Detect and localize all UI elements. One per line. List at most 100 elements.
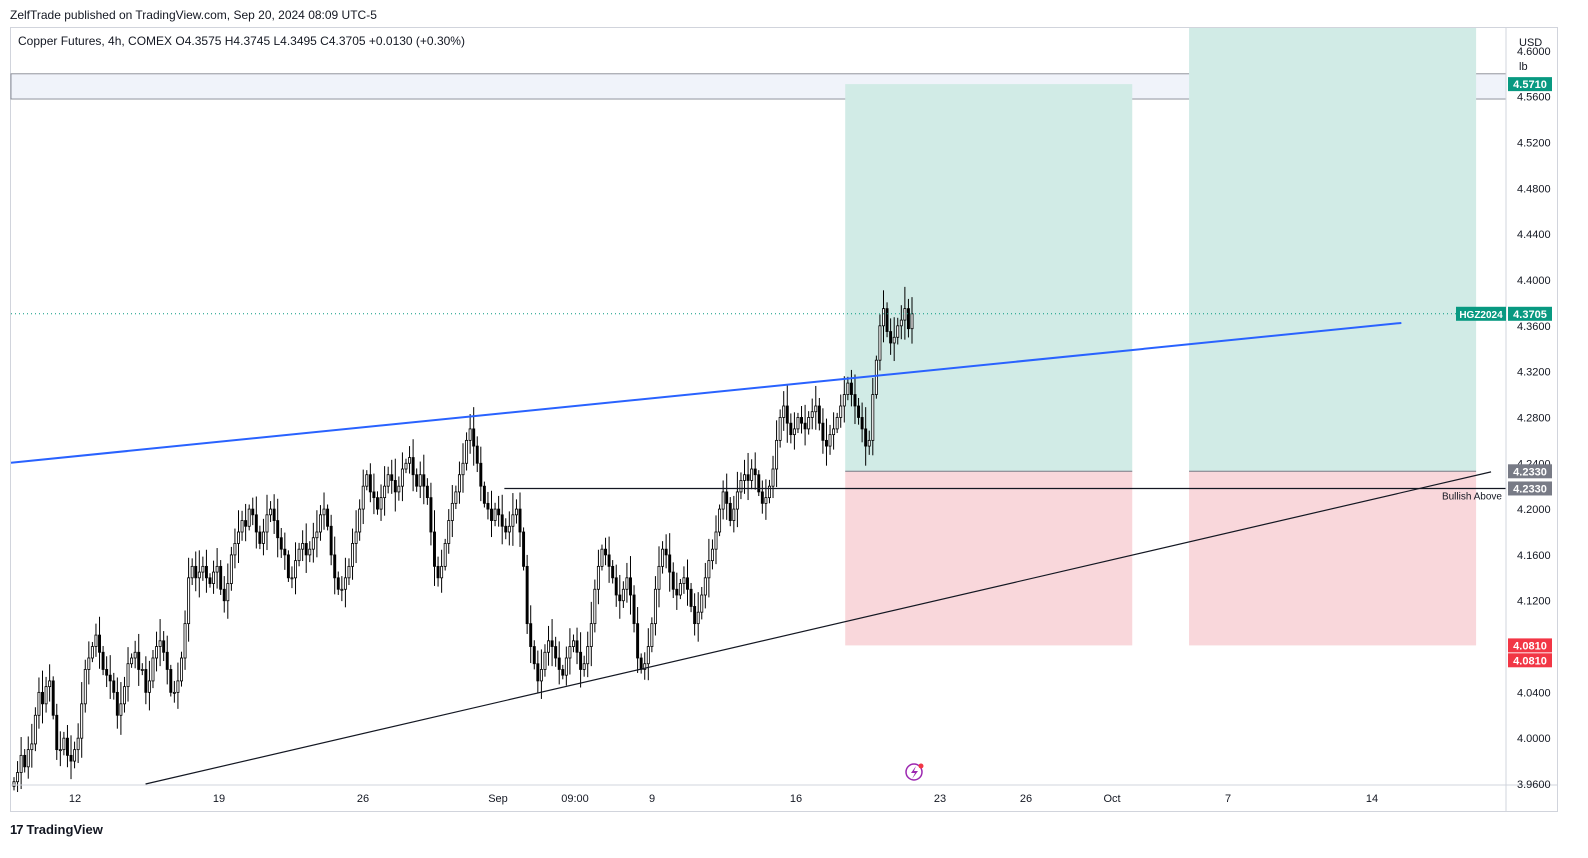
x-tick-label: 16 bbox=[790, 793, 802, 805]
candle bbox=[457, 461, 461, 504]
y-tick-label: 4.2800 bbox=[1517, 412, 1551, 424]
candle-body bbox=[728, 502, 732, 521]
price-level-badge[interactable]: 4.0810 bbox=[1508, 638, 1552, 653]
candle bbox=[151, 649, 155, 689]
candle bbox=[450, 485, 454, 538]
candle bbox=[885, 302, 889, 338]
candle bbox=[554, 636, 558, 667]
candle-body bbox=[58, 749, 62, 752]
candle bbox=[233, 528, 237, 569]
candle-body bbox=[554, 646, 558, 659]
candle bbox=[543, 644, 547, 677]
candle-body bbox=[490, 508, 493, 521]
candle-body bbox=[194, 565, 198, 579]
candle-body bbox=[279, 537, 283, 550]
candle bbox=[760, 480, 764, 514]
candle bbox=[579, 632, 583, 688]
candle bbox=[882, 290, 885, 343]
candle-body bbox=[215, 565, 219, 573]
candle bbox=[511, 493, 515, 546]
candle-body bbox=[743, 474, 746, 481]
candle bbox=[735, 471, 739, 528]
tradingview-logo[interactable]: 17 TradingView bbox=[10, 822, 103, 837]
candle-body bbox=[725, 491, 729, 504]
candle bbox=[529, 605, 533, 664]
candle bbox=[650, 617, 654, 653]
candle-body bbox=[532, 646, 536, 665]
candle bbox=[539, 649, 543, 699]
candle bbox=[294, 542, 297, 595]
candle bbox=[326, 504, 330, 531]
x-tick-label: 14 bbox=[1366, 793, 1378, 805]
candle bbox=[557, 641, 561, 685]
candle-body bbox=[183, 623, 187, 659]
candle-body bbox=[906, 308, 910, 330]
candle-body bbox=[778, 417, 782, 441]
tradingview-mark-icon: 17 bbox=[10, 822, 24, 837]
candle-body bbox=[130, 657, 134, 665]
candle bbox=[846, 376, 850, 401]
candle bbox=[269, 501, 273, 523]
price-level-badge[interactable]: 4.2330 bbox=[1508, 464, 1552, 479]
candle-body bbox=[846, 382, 850, 395]
candle-body bbox=[105, 669, 109, 676]
candle-body bbox=[219, 565, 223, 590]
candle-body bbox=[415, 474, 419, 487]
candle-body bbox=[108, 674, 112, 682]
candle bbox=[896, 317, 900, 345]
lightning-icon[interactable] bbox=[905, 763, 924, 781]
long-position-2-stop-zone[interactable] bbox=[1189, 471, 1477, 646]
candle bbox=[839, 394, 843, 428]
last-price-badge[interactable]: HGZ2024 4.3705 bbox=[1456, 306, 1552, 321]
weight-unit-label[interactable]: lb bbox=[1519, 61, 1528, 73]
candle-body bbox=[835, 417, 839, 430]
candle bbox=[226, 563, 230, 619]
candle bbox=[155, 631, 159, 672]
candle-body bbox=[308, 548, 312, 556]
candle bbox=[16, 761, 20, 793]
x-tick-label: 26 bbox=[1020, 793, 1032, 805]
price-level-badge-bg bbox=[1508, 638, 1552, 653]
candle bbox=[832, 412, 836, 450]
price-level-badge-bg bbox=[1508, 481, 1552, 496]
long-position-1-target-zone[interactable] bbox=[845, 84, 1133, 472]
candle bbox=[703, 562, 707, 609]
candle-body bbox=[671, 571, 675, 590]
candle bbox=[229, 546, 233, 591]
candle bbox=[240, 510, 244, 541]
long-position-2-target-zone[interactable] bbox=[1189, 28, 1477, 472]
candle-body bbox=[397, 485, 401, 493]
price-level-badge[interactable]: 4.2330 bbox=[1508, 481, 1552, 496]
unit-selector[interactable]: USD lb bbox=[1515, 34, 1542, 82]
currency-label[interactable]: USD bbox=[1519, 37, 1543, 49]
candle-body bbox=[30, 743, 34, 751]
candle-body bbox=[361, 485, 365, 510]
candle-body bbox=[65, 737, 69, 756]
candle-body bbox=[55, 714, 59, 751]
candle-body bbox=[158, 640, 162, 647]
candle bbox=[571, 634, 575, 653]
x-tick-label: 12 bbox=[69, 793, 81, 805]
long-position-1-stop-zone[interactable] bbox=[845, 471, 1133, 646]
candle bbox=[792, 412, 796, 450]
candle bbox=[714, 515, 718, 565]
candle-body bbox=[140, 669, 144, 671]
candle bbox=[475, 436, 479, 473]
candle bbox=[636, 607, 640, 673]
candle-body bbox=[507, 525, 511, 533]
lower-trendline[interactable] bbox=[145, 471, 1492, 785]
candle bbox=[144, 656, 148, 705]
candle-body bbox=[19, 754, 23, 773]
candle bbox=[678, 578, 682, 600]
price-level-badge[interactable]: 4.5710 bbox=[1508, 77, 1552, 92]
candle-body bbox=[37, 691, 41, 716]
bullish-above-label[interactable]: Bullish Above bbox=[1442, 491, 1502, 502]
price-level-badge[interactable]: 4.0810 bbox=[1508, 653, 1552, 668]
upper-trendline[interactable] bbox=[10, 321, 1402, 464]
candle bbox=[90, 641, 94, 663]
candle bbox=[689, 582, 693, 613]
candle bbox=[586, 631, 590, 678]
candle-body bbox=[461, 462, 465, 476]
x-tick-label: 26 bbox=[357, 793, 369, 805]
